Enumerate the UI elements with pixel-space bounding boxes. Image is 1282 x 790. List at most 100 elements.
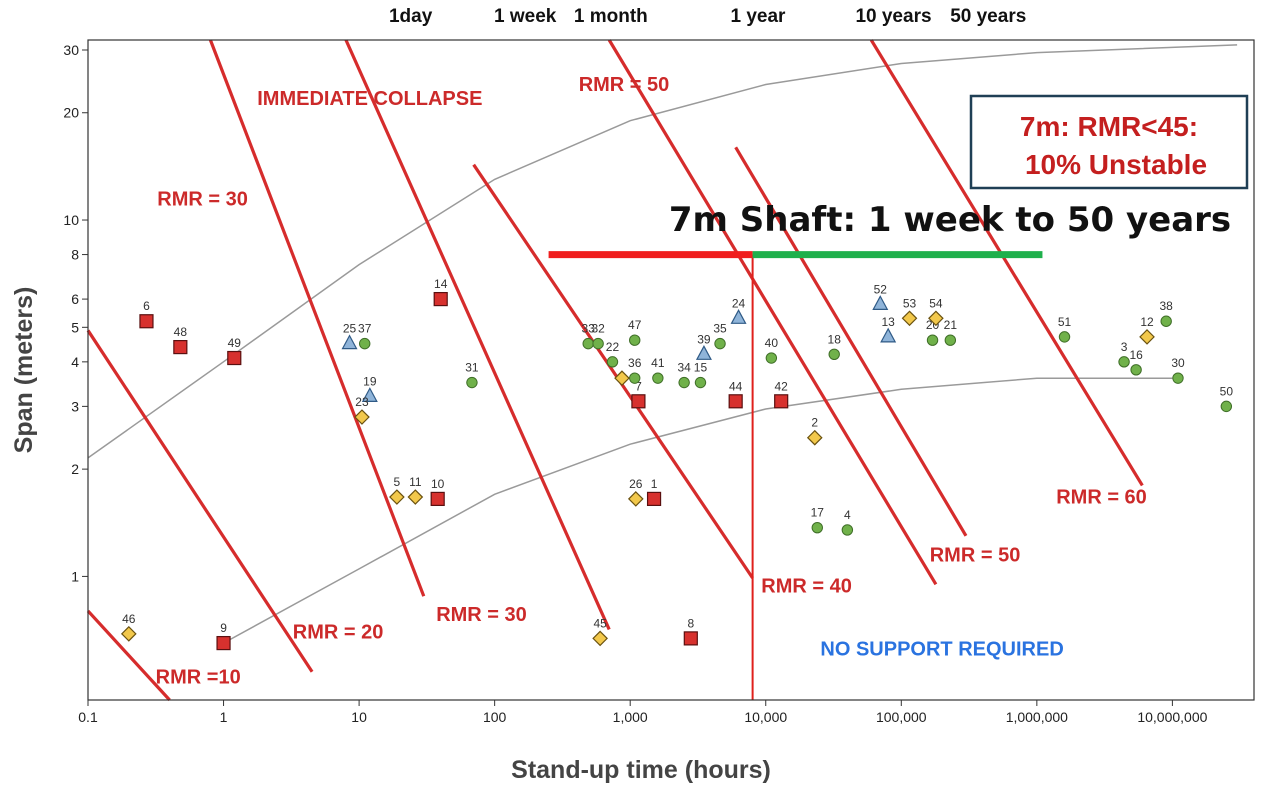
data-point-circle (765, 352, 778, 364)
data-point-label: 19 (363, 374, 377, 388)
axes: 0.1 1 10 100 1,000 10,000 100,000 1,000,000 10,0… (10, 6, 1208, 784)
data-point-label: 12 (1140, 315, 1154, 329)
data-point-triangle (730, 309, 747, 324)
data-point-label: 2 (811, 416, 818, 430)
data-point-square (774, 394, 789, 409)
data-point-label: 45 (593, 616, 607, 630)
chart-labels: RMR =10 RMR = 20 RMR = 30 RMR = 30 RMR = 40 R… (156, 74, 1147, 689)
data-point-diamond (407, 489, 424, 505)
data-point-label: 46 (122, 612, 136, 626)
data-point-diamond (592, 630, 608, 647)
time-label: 1day (389, 6, 433, 27)
data-point-square (173, 339, 188, 355)
data-point-label: 30 (1171, 356, 1185, 370)
data-point-label: 49 (228, 336, 242, 350)
data-point-square (216, 635, 231, 651)
y-tick-label: 6 (71, 291, 79, 307)
data-point-label: 50 (1220, 384, 1234, 398)
data-point-label: 32 (591, 322, 605, 336)
data-point-label: 33 (582, 322, 596, 336)
data-point-circle (1058, 331, 1071, 343)
data-point-circle (606, 356, 619, 368)
data-point-label: 51 (1058, 315, 1072, 329)
data-point-circle (629, 372, 641, 384)
data-point-circle (1220, 400, 1233, 413)
rmr-label: RMR = 30 (157, 188, 248, 210)
rmr-label: RMR = 50 (579, 74, 670, 96)
data-point-label: 21 (944, 318, 958, 332)
data-point-square (430, 491, 445, 507)
data-point-label: 1 (651, 477, 658, 491)
rmr-label: RMR = 60 (1056, 487, 1147, 509)
x-tick-label: 100 (483, 709, 507, 725)
data-point-square (433, 291, 448, 307)
rmr-lines (86, 39, 1144, 702)
data-point-label: 42 (775, 379, 789, 393)
y-axis-title: Span (meters) (10, 287, 38, 454)
data-point-circle (359, 337, 371, 350)
data-point-triangle (872, 295, 889, 310)
data-point-label: 25 (343, 322, 357, 336)
rmr-line (86, 609, 171, 702)
data-point-diamond (614, 370, 630, 387)
rmr-line (869, 39, 1144, 487)
shaft-box-line2: 10% Unstable (1025, 149, 1207, 180)
data-point-circle (629, 334, 641, 346)
data-point-label: 13 (881, 315, 895, 329)
data-point-circle (1172, 372, 1184, 384)
data-point-circle (1118, 356, 1130, 368)
data-point-diamond (806, 429, 823, 446)
time-label: 50 years (950, 6, 1026, 27)
rmr-line (208, 39, 426, 597)
data-point-label: 40 (765, 336, 779, 350)
data-point-label: 34 (677, 361, 691, 375)
data-point-circle (944, 334, 957, 346)
data-point-diamond (928, 310, 944, 327)
x-tick-label: 1 (220, 709, 228, 725)
data-point-label: 36 (628, 356, 642, 370)
data-point-circle (582, 337, 594, 350)
data-point-diamond (627, 491, 644, 507)
boundary-curve (87, 44, 1238, 459)
rmr-line (86, 329, 314, 673)
data-point-label: 16 (1129, 348, 1143, 362)
region-label: NO SUPPORT REQUIRED (820, 638, 1063, 660)
data-point-label: 17 (811, 506, 825, 520)
data-point-circle (1130, 364, 1142, 376)
rmr-line (472, 163, 754, 579)
data-point-circle (841, 524, 854, 536)
rmr-line (607, 39, 938, 586)
data-point-label: 23 (355, 395, 369, 409)
shaft-annotation: 7m Shaft: 1 week to 50 years 7m: RMR<45: 1… (548, 94, 1249, 700)
data-point-label: 39 (697, 332, 711, 346)
x-tick-label: 10,000 (744, 709, 787, 725)
data-point-triangle (695, 345, 712, 360)
data-point-label: 11 (409, 475, 422, 489)
data-point-triangle (341, 334, 358, 350)
shaft-title: 7m Shaft: 1 week to 50 years (669, 200, 1231, 240)
data-point-label: 7 (635, 379, 642, 393)
x-tick-label: 1,000,000 (1006, 709, 1068, 725)
x-tick-label: 100,000 (876, 709, 927, 725)
x-tick-label: 1,000 (613, 709, 648, 725)
x-axis-title: Stand-up time (hours) (511, 756, 771, 784)
data-point-circle (694, 376, 707, 389)
data-point-label: 4 (844, 508, 851, 522)
data-point-diamond (901, 310, 918, 327)
plot-frame (87, 39, 1255, 701)
shaft-info-box (969, 94, 1249, 190)
y-tick-label: 20 (63, 105, 79, 121)
data-point-label: 14 (434, 277, 448, 291)
data-point-circle (678, 376, 690, 389)
data-point-label: 18 (828, 332, 842, 346)
time-label: 1 month (574, 6, 648, 27)
data-point-label: 37 (358, 322, 372, 336)
rmr-label: RMR = 30 (436, 604, 527, 626)
data-point-label: 44 (729, 379, 743, 393)
data-point-label: 35 (713, 322, 727, 336)
data-point-label: 47 (628, 318, 642, 332)
data-point-square (227, 350, 242, 366)
y-tick-label: 10 (63, 212, 79, 228)
data-point-square (631, 394, 646, 409)
